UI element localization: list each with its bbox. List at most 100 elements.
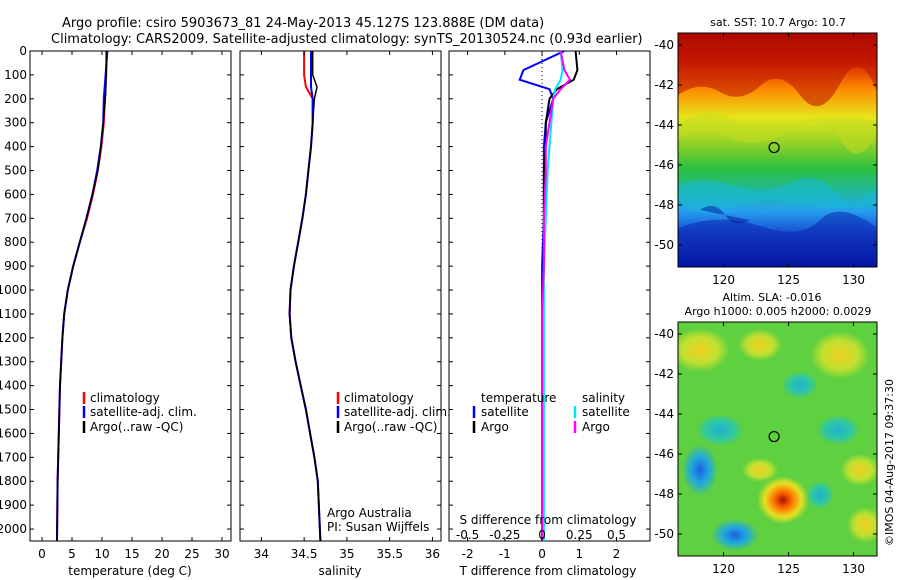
- temperature-line-argo-raw-qc-: [56, 51, 107, 541]
- legend-satellite-label: satellite-adj. clim.: [344, 405, 451, 419]
- depth-tick-label: 1500: [0, 403, 27, 417]
- salinity-line-argo-raw-qc-: [288, 51, 322, 541]
- sst-map-xtick-label: 125: [777, 273, 800, 287]
- sla-map-ytick-label: -42: [654, 367, 674, 381]
- depth-tick-label: 500: [4, 164, 27, 178]
- depth-axis: 0 100 200 300 400 500 600 700 800 900 1000 1100 1200…: [0, 44, 650, 536]
- legend-satellite-label: satellite-adj. clim.: [90, 405, 197, 419]
- depth-tick-label: 1200: [0, 331, 27, 345]
- title-line-2: Climatology: CARS2009. Satellite-adjuste…: [51, 32, 643, 47]
- depth-tick-label: 1800: [0, 474, 27, 488]
- sla-heatmap: [678, 322, 877, 556]
- difference-axis-tick-label: 1: [575, 547, 583, 561]
- depth-tick-label: 200: [4, 92, 27, 106]
- s-difference-tick-label: -0.25: [489, 528, 520, 542]
- depth-tick-label: 2000: [0, 522, 27, 536]
- legend-climatology-label: climatology: [90, 391, 160, 405]
- difference-axis-tick-label: -2: [462, 547, 474, 561]
- sst-map-ytick-label: -46: [654, 158, 674, 172]
- temperature-line-satellite-adj-clim-: [56, 51, 109, 541]
- temperature-axis-tick-label: 0: [38, 547, 46, 561]
- pi-note: PI: Susan Wijffels: [327, 520, 429, 534]
- salinity-axis-tick-label: 34: [254, 547, 269, 561]
- temperature-axis-tick-label: 30: [214, 547, 229, 561]
- sst-map-frame: [677, 32, 878, 268]
- s-difference-label: S difference from climatology: [460, 513, 637, 527]
- depth-tick-label: 1300: [0, 355, 27, 369]
- sst-map-xtick-label: 120: [712, 273, 735, 287]
- sla-map-ytick-label: -40: [654, 327, 674, 341]
- sla-map-ytick-label: -44: [654, 407, 674, 421]
- legend-temperature-title: temperature: [481, 391, 556, 405]
- depth-tick-label: 900: [4, 259, 27, 273]
- salinity-axis-tick-label: 35: [339, 547, 354, 561]
- temperature-line-climatology: [56, 51, 108, 541]
- difference-line-salinity-argo: [541, 51, 572, 541]
- depth-tick-label: 1400: [0, 379, 27, 393]
- temperature-plot-area: [56, 51, 109, 541]
- salinity-axis-tick-label: 35.5: [376, 547, 403, 561]
- imos-timestamp: ©IMOS 04-Aug-2017 09:37:30: [883, 379, 896, 546]
- sla-map-xtick-label: 125: [777, 562, 800, 576]
- s-difference-tick-label: -0.5: [456, 528, 479, 542]
- salinity-axis-tick-label: 34.5: [291, 547, 318, 561]
- sst-map-ytick-label: -48: [654, 198, 674, 212]
- depth-tick-label: 400: [4, 140, 27, 154]
- legend-climatology-label: climatology: [344, 391, 414, 405]
- difference-plot-area: [518, 51, 579, 541]
- sla-map-axes: 120 125 130 -40 -42 -44 -46 -48 -50: [654, 322, 877, 576]
- sla-map-ytick-label: -46: [654, 447, 674, 461]
- sla-map-xtick-label: 130: [842, 562, 865, 576]
- depth-tick-label: 1700: [0, 450, 27, 464]
- sla-float-marker: [768, 430, 780, 443]
- sst-heatmap: [678, 33, 877, 267]
- depth-tick-label: 800: [4, 235, 27, 249]
- difference-panel-frame: [448, 50, 651, 542]
- s-difference-tick-label: 0: [538, 528, 546, 542]
- sst-map-ytick-label: -44: [654, 118, 674, 132]
- sst-map-axes: 120 125 130 -40 -42 -44 -46 -48 -50: [654, 33, 877, 287]
- salinity-xlabel: salinity: [318, 564, 361, 578]
- depth-tick-label: 1600: [0, 426, 27, 440]
- salinity-panel-frame: [239, 50, 442, 542]
- salinity-plot-area: [288, 51, 322, 541]
- legend-t-argo-label: Argo: [481, 420, 509, 434]
- depth-tick-label: 700: [4, 211, 27, 225]
- difference-axis-tick-label: -1: [499, 547, 511, 561]
- difference-axis-tick-label: 2: [613, 547, 621, 561]
- legend-t-satellite-label: satellite: [481, 405, 529, 419]
- salinity-axis-tick-label: 36: [425, 547, 440, 561]
- sst-map-title: sat. SST: 10.7 Argo: 10.7: [710, 16, 846, 29]
- sst-float-marker: [768, 141, 780, 154]
- sla-map-xtick-label: 120: [712, 562, 735, 576]
- sla-map-ytick-label: -48: [654, 487, 674, 501]
- temperature-axis-tick-label: 25: [184, 547, 199, 561]
- depth-tick-label: 1900: [0, 498, 27, 512]
- difference-line-temperature-argo: [541, 51, 579, 541]
- argo-australia-note: Argo Australia: [327, 506, 412, 520]
- temperature-xlabel: temperature (deg C): [68, 564, 191, 578]
- depth-tick-label: 0: [19, 44, 27, 58]
- depth-tick-label: 1100: [0, 307, 27, 321]
- sst-map-xtick-label: 130: [842, 273, 865, 287]
- sla-map-title-2: Argo h1000: 0.005 h2000: 0.0029: [685, 305, 872, 318]
- difference-legend: temperature salinity satellite Argo sate…: [472, 391, 630, 434]
- difference-axis-tick-label: 0: [538, 547, 546, 561]
- s-difference-tick-label: 0.25: [566, 528, 593, 542]
- depth-tick-label: 300: [4, 116, 27, 130]
- temperature-axis-tick-label: 10: [94, 547, 109, 561]
- sst-map-ytick-label: -40: [654, 38, 674, 52]
- legend-s-argo-label: Argo: [582, 420, 610, 434]
- panel-x-axes: 0 5 10 15 20 25 30 34 34.5 35 35.5 36 -2 -1 0 1 2 -0.5 -0.…: [38, 51, 626, 561]
- title-line-1: Argo profile: csiro 5903673_81 24-May-20…: [62, 16, 544, 31]
- legend-s-satellite-label: satellite: [582, 405, 630, 419]
- temperature-legend: climatology satellite-adj. clim. Argo(..…: [82, 391, 197, 434]
- s-difference-tick-label: 0.5: [607, 528, 626, 542]
- sla-map-frame: [677, 321, 878, 557]
- legend-argo-label: Argo(..raw -QC): [90, 420, 183, 434]
- salinity-legend: climatology satellite-adj. clim. Argo(..…: [336, 391, 451, 434]
- temperature-axis-tick-label: 20: [154, 547, 169, 561]
- sst-map-ytick-label: -50: [654, 238, 674, 252]
- difference-xlabel: T difference from climatology: [459, 564, 637, 578]
